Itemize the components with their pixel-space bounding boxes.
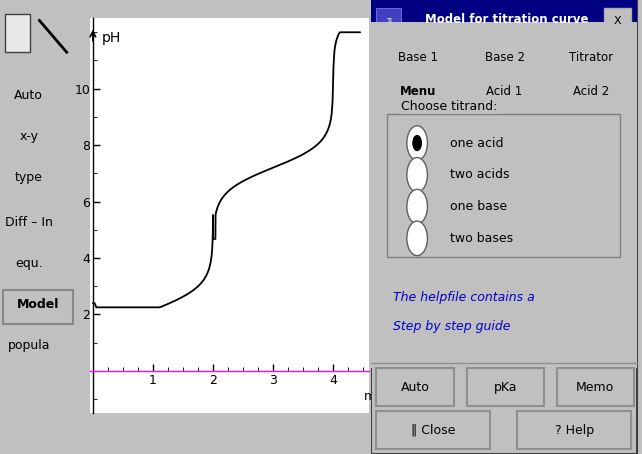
FancyBboxPatch shape [4,14,30,52]
FancyBboxPatch shape [467,368,544,406]
Circle shape [407,221,428,256]
FancyBboxPatch shape [463,41,546,75]
Text: Auto: Auto [401,380,429,394]
FancyBboxPatch shape [3,290,73,324]
Text: Base 2: Base 2 [485,51,525,64]
Text: ? Help: ? Help [555,424,594,437]
Text: Titrator: Titrator [569,51,613,64]
Text: equ.: equ. [15,257,42,270]
Text: x-y: x-y [19,130,39,143]
FancyBboxPatch shape [376,8,401,35]
FancyBboxPatch shape [550,74,632,108]
FancyBboxPatch shape [376,411,490,449]
Text: X: X [614,16,621,26]
Text: Ti: Ti [386,18,392,25]
Circle shape [407,189,428,224]
Text: Model: Model [17,298,59,311]
Text: The helpfile contains a: The helpfile contains a [393,291,535,304]
Text: Menu: Menu [399,84,436,98]
Text: two acids: two acids [449,168,509,181]
Text: ‖ Close: ‖ Close [412,424,456,437]
Text: Acid 1: Acid 1 [487,84,523,98]
FancyBboxPatch shape [557,368,634,406]
Text: Step by step guide: Step by step guide [393,321,510,333]
FancyBboxPatch shape [371,0,637,39]
FancyBboxPatch shape [387,114,620,257]
Text: type: type [15,171,43,183]
Text: Base 1: Base 1 [398,51,438,64]
FancyBboxPatch shape [463,74,546,108]
Text: pH: pH [102,31,121,45]
Text: Acid 2: Acid 2 [573,84,609,98]
Text: Choose titrand:: Choose titrand: [401,99,498,113]
Text: Model for titration curve: Model for titration curve [425,13,588,26]
Text: one acid: one acid [449,137,503,149]
Circle shape [407,158,428,192]
Circle shape [407,126,428,160]
Text: Auto: Auto [14,89,43,102]
FancyBboxPatch shape [371,22,637,368]
Text: Diff – In: Diff – In [5,216,53,229]
FancyBboxPatch shape [376,74,459,108]
FancyBboxPatch shape [517,411,631,449]
FancyBboxPatch shape [371,0,637,454]
Text: Memo: Memo [576,380,614,394]
FancyBboxPatch shape [376,41,459,75]
Text: pKa: pKa [494,380,517,394]
Text: two bases: two bases [449,232,513,245]
FancyBboxPatch shape [550,41,632,75]
Text: popula: popula [8,339,50,351]
FancyBboxPatch shape [604,8,631,35]
Text: one base: one base [449,200,507,213]
Text: mL: mL [365,390,383,403]
FancyBboxPatch shape [376,368,454,406]
Circle shape [412,135,422,151]
